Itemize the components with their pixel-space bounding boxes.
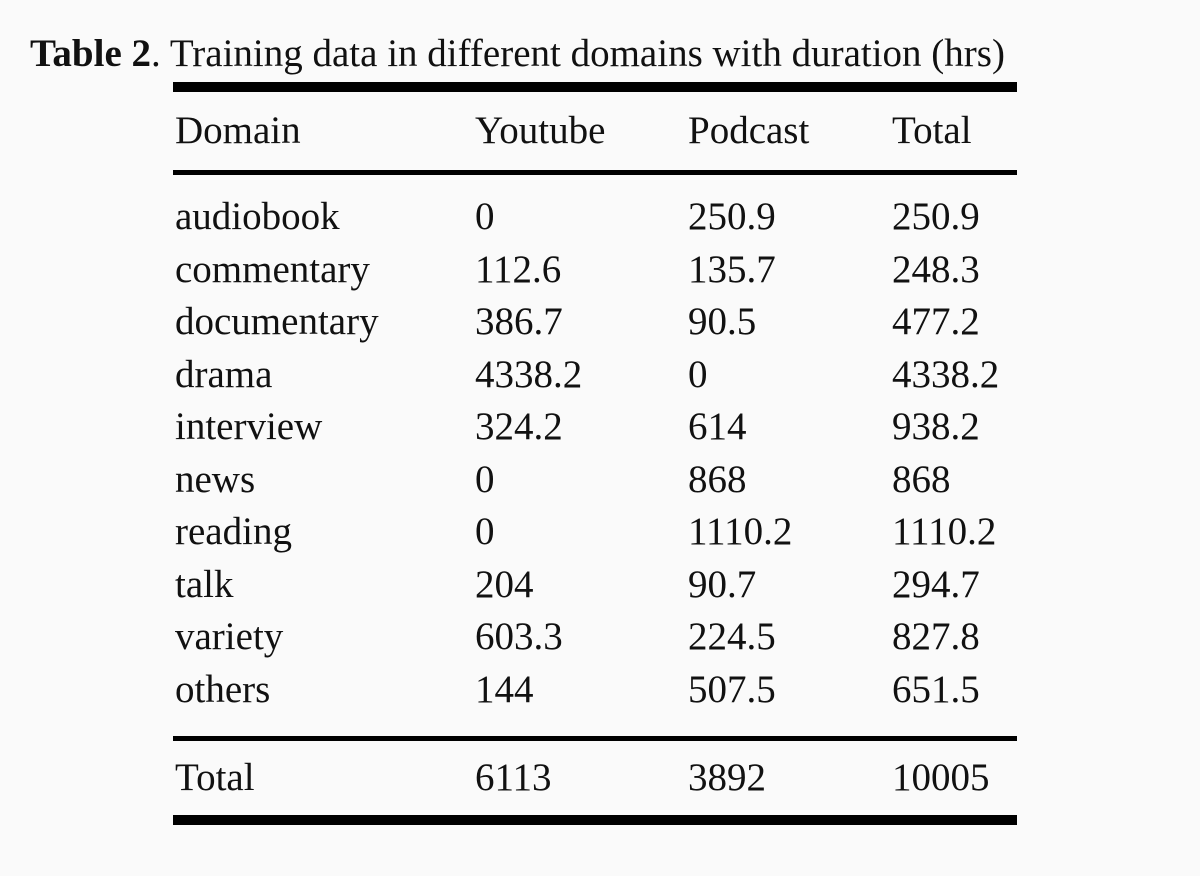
- table-row: variety 603.3 224.5 827.8: [173, 611, 1017, 664]
- total-cell: 1110.2: [892, 510, 997, 553]
- domain-cell: news: [175, 457, 256, 501]
- top-rule: [173, 82, 1017, 92]
- youtube-cell: 0: [475, 195, 495, 238]
- domain-cell: talk: [175, 562, 234, 606]
- total-podcast: 3892: [688, 756, 766, 799]
- youtube-cell: 0: [475, 457, 495, 501]
- total-cell: 477.2: [892, 300, 980, 343]
- table-row: news 0 868 868: [173, 454, 1017, 507]
- podcast-cell: 1110.2: [688, 510, 793, 553]
- youtube-cell: 204: [475, 562, 534, 606]
- total-youtube: 6113: [475, 756, 552, 799]
- table-row: others 144 507.5 651.5: [173, 664, 1017, 717]
- domain-cell: commentary: [175, 247, 370, 291]
- total-cell: 294.7: [892, 562, 980, 606]
- domain-cell: documentary: [175, 300, 379, 343]
- domain-cell: interview: [175, 405, 323, 448]
- podcast-cell: 0: [688, 352, 708, 396]
- header-rule: [173, 170, 1017, 175]
- header-youtube: Youtube: [475, 109, 606, 152]
- caption-label: Table 2: [30, 32, 152, 75]
- youtube-cell: 144: [475, 667, 534, 711]
- podcast-cell: 90.7: [688, 562, 757, 606]
- total-cell: 827.8: [892, 615, 980, 658]
- header-domain: Domain: [175, 109, 301, 152]
- podcast-cell: 250.9: [688, 195, 776, 238]
- total-cell: 250.9: [892, 195, 980, 238]
- youtube-cell: 112.6: [475, 247, 562, 291]
- data-table: Domain Youtube Podcast Total audiobook 0…: [173, 82, 1017, 825]
- domain-cell: reading: [175, 510, 292, 553]
- caption-text: . Training data in different domains wit…: [151, 32, 1005, 75]
- domain-cell: variety: [175, 615, 284, 658]
- total-cell: 938.2: [892, 405, 980, 448]
- podcast-cell: 224.5: [688, 615, 776, 658]
- podcast-cell: 614: [688, 405, 747, 448]
- youtube-cell: 0: [475, 510, 495, 553]
- domain-cell: audiobook: [175, 195, 340, 238]
- total-cell: 248.3: [892, 247, 980, 291]
- total-rule: [173, 736, 1017, 741]
- header-total: Total: [892, 109, 972, 152]
- table-caption: Table 2. Training data in different doma…: [30, 30, 1005, 78]
- podcast-cell: 868: [688, 457, 747, 501]
- domain-cell: drama: [175, 352, 273, 396]
- total-cell: 4338.2: [892, 352, 1000, 396]
- table-row: talk 204 90.7 294.7: [173, 559, 1017, 612]
- total-row: Total 6113 3892 10005: [173, 741, 1017, 815]
- table-row: audiobook 0 250.9 250.9: [173, 191, 1017, 244]
- domain-cell: others: [175, 667, 271, 711]
- youtube-cell: 386.7: [475, 300, 563, 343]
- header-row: Domain Youtube Podcast Total: [173, 92, 1017, 170]
- youtube-cell: 4338.2: [475, 352, 583, 396]
- total-cell: 868: [892, 457, 951, 501]
- total-label: Total: [175, 756, 255, 799]
- youtube-cell: 603.3: [475, 615, 563, 658]
- youtube-cell: 324.2: [475, 405, 563, 448]
- podcast-cell: 507.5: [688, 667, 776, 711]
- bottom-rule: [173, 815, 1017, 825]
- table-row: interview 324.2 614 938.2: [173, 401, 1017, 454]
- header-podcast: Podcast: [688, 109, 810, 152]
- table-row: drama 4338.2 0 4338.2: [173, 349, 1017, 402]
- table-row: commentary 112.6 135.7 248.3: [173, 244, 1017, 297]
- total-overall: 10005: [892, 756, 990, 799]
- podcast-cell: 135.7: [688, 247, 776, 291]
- podcast-cell: 90.5: [688, 300, 757, 343]
- table-row: reading 0 1110.2 1110.2: [173, 506, 1017, 559]
- table-row: documentary 386.7 90.5 477.2: [173, 296, 1017, 349]
- total-cell: 651.5: [892, 667, 980, 711]
